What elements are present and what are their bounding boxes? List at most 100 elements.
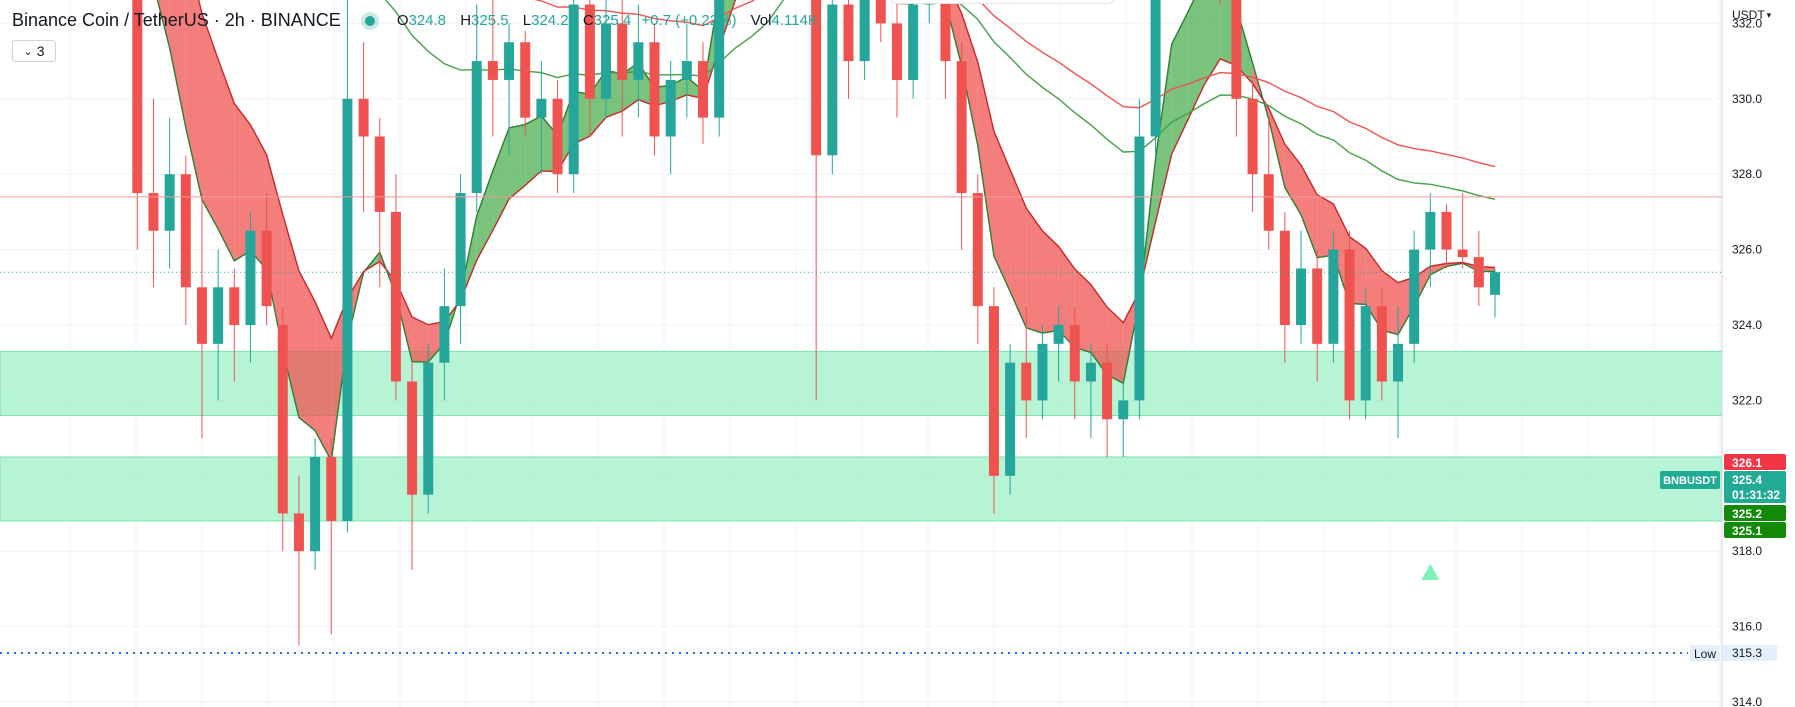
candle-body	[455, 193, 466, 307]
candle-body	[940, 0, 951, 62]
support-zone	[0, 350, 1723, 416]
axis-tag	[1723, 644, 1777, 661]
candle-body	[972, 193, 983, 307]
ema-fast-line	[156, 0, 1496, 464]
candle-body	[213, 287, 224, 344]
ribbon-segment	[218, 59, 235, 261]
low-value: 324.2	[531, 12, 569, 29]
low-tag	[1690, 644, 1720, 661]
symbol-tag	[1660, 471, 1720, 489]
candle-body	[1150, 0, 1161, 137]
candle-body	[487, 61, 498, 80]
candle-body	[665, 79, 676, 137]
ribbon-segment	[977, 62, 994, 256]
price-badge-red	[1724, 454, 1786, 470]
candle-body	[504, 42, 515, 80]
y-tick-label: 324.0	[1732, 318, 1762, 332]
candle-body	[439, 306, 450, 363]
indicators-count: 3	[36, 43, 45, 59]
y-tick-label: 332.0	[1732, 16, 1762, 30]
currency-selector[interactable]: USDT ▾	[1732, 8, 1771, 22]
candle-body	[293, 513, 304, 552]
candle-body	[1409, 249, 1420, 344]
ribbon-segment	[1204, 0, 1221, 85]
candle-body	[1118, 400, 1129, 420]
candle-body	[390, 211, 401, 382]
candle-body	[180, 174, 191, 288]
axis-tag-label: 315.3	[1732, 646, 1762, 660]
y-tick-label: 318.0	[1732, 544, 1762, 558]
ribbon-segment	[1317, 194, 1334, 258]
candle-body	[358, 98, 369, 137]
candle-body	[601, 23, 612, 99]
support-zone	[0, 456, 1723, 522]
candle-body	[261, 230, 272, 307]
ribbon-segment	[412, 317, 429, 363]
ema-slow-line	[197, 0, 1496, 341]
y-tick-label: 326.0	[1732, 243, 1762, 257]
change-value: +0.7 (+0.22%)	[641, 12, 737, 29]
candle-body	[1312, 268, 1323, 344]
candle-body	[584, 4, 595, 99]
symbol-tag-label: BNBUSDT	[1663, 475, 1717, 487]
price-badge-current-text: 01:31:32	[1732, 488, 1780, 502]
candle-body	[423, 362, 434, 495]
candle-body	[536, 98, 547, 118]
candle-body	[1247, 98, 1258, 175]
top-panel-tab[interactable]	[890, 0, 1114, 4]
ribbon-segment	[201, 13, 219, 229]
candle-body	[132, 0, 143, 194]
ribbon-segment	[1042, 230, 1059, 334]
price-badge-green-text: 325.2	[1732, 507, 1762, 521]
ribbon-segment	[509, 124, 526, 199]
low-label: Low	[1694, 647, 1716, 661]
candle-body	[277, 325, 288, 514]
candle-body	[956, 61, 967, 194]
volume-value: 4.114K	[771, 12, 818, 29]
ribbon-segment	[157, 0, 170, 48]
candle-body	[196, 287, 207, 344]
candle-body	[520, 42, 531, 118]
candle-body	[843, 4, 854, 62]
candle-body	[1263, 174, 1274, 231]
candle-body	[681, 61, 692, 80]
y-tick-label: 316.0	[1732, 620, 1762, 634]
candle-body	[1490, 272, 1500, 295]
candle-body	[1037, 343, 1048, 401]
ribbon-segment	[266, 154, 283, 351]
currency-label: USDT	[1732, 8, 1765, 22]
candle-body	[1441, 211, 1452, 250]
high-value: 325.5	[471, 12, 509, 29]
ribbon-segment	[961, 13, 978, 146]
indicators-toggle-button[interactable]: ⌄ 3	[12, 40, 56, 62]
ribbon-segment	[1171, 12, 1188, 155]
price-badge-current-text: 325.4	[1732, 473, 1762, 487]
candle-body	[1102, 362, 1113, 420]
candle-body	[649, 42, 660, 137]
open-value: 324.8	[408, 12, 447, 29]
candle-body	[617, 23, 628, 80]
price-badge-green-text: 325.1	[1732, 524, 1762, 538]
ribbon-segment	[476, 170, 493, 261]
ribbon-segment	[1090, 284, 1108, 375]
symbol-title[interactable]: Binance Coin / TetherUS · 2h · BINANCE	[12, 10, 341, 30]
ribbon-segment	[1155, 44, 1172, 222]
candle-body	[1279, 230, 1290, 325]
candle-body	[698, 61, 709, 118]
candle-body	[1425, 211, 1436, 250]
ribbon-segment	[993, 131, 1011, 292]
market-status-icon[interactable]	[364, 15, 375, 26]
price-axis[interactable]: 314.0316.0318.0320.0322.0324.0326.0328.0…	[1660, 0, 1795, 707]
candle-body	[875, 0, 886, 24]
candle-body	[310, 456, 321, 552]
candle-body	[1344, 249, 1355, 401]
candle-body	[859, 0, 870, 62]
candle-body	[407, 381, 418, 495]
y-tick-label: 322.0	[1732, 393, 1762, 407]
buy-signal-triangle-icon	[1421, 564, 1440, 580]
ohlc-values: O324.8 H325.5 L324.2 C325.4 +0.7 (+0.22%…	[396, 12, 818, 29]
ribbon-segment	[315, 301, 332, 461]
ribbon-segment	[1010, 169, 1027, 328]
candle-body	[811, 0, 822, 156]
